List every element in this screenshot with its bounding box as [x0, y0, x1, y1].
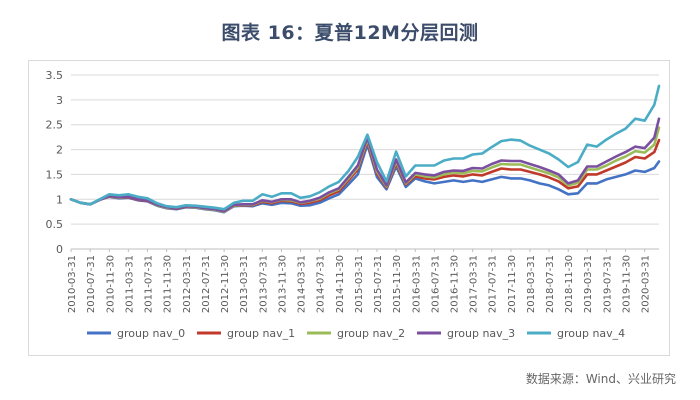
source-note: 数据来源：Wind、兴业研究: [525, 372, 676, 386]
x-tick-layer: 2010-03-31 2010-07-31 2010-11-30 2011-03-31…: [67, 249, 652, 313]
x-tick-label: 2013-03-31: [239, 255, 250, 313]
x-tick-label: 2014-07-31: [316, 255, 327, 313]
line-chart: 00.511.522.533.5 2010-03-31 2010-07-31 201…: [46, 69, 661, 340]
y-tick-label: 1.5: [46, 168, 64, 181]
grid-layer: [71, 74, 659, 225]
x-tick-label: 2017-07-31: [488, 255, 499, 313]
x-tick-label: 2018-07-31: [545, 255, 556, 313]
y-tick-label: 0: [56, 243, 63, 256]
x-tick-label: 2012-03-31: [182, 255, 193, 313]
legend-label-1: group nav_1: [227, 327, 295, 340]
x-tick-label: 2010-07-31: [86, 255, 97, 313]
legend-label-2: group nav_2: [337, 327, 405, 340]
x-tick-label: 2019-07-31: [602, 255, 613, 313]
x-tick-label: 2014-03-31: [296, 255, 307, 313]
y-tick-label: 0.5: [46, 218, 64, 231]
x-tick-label: 2015-07-31: [373, 255, 384, 313]
x-tick-label: 2010-03-31: [67, 255, 78, 313]
x-tick-label: 2019-11-30: [622, 255, 633, 313]
chart-frame: 0 0.5 1 1.5 2 2.5 3 3.5 2010-03-31 2010-07-31 201…: [28, 60, 670, 356]
series-line-1: [69, 138, 661, 213]
x-tick-label: 2011-07-31: [143, 255, 154, 313]
x-tick-label: 2018-11-30: [564, 255, 575, 313]
x-tick-label: 2011-11-30: [163, 255, 174, 313]
x-tick-label: 2020-03-31: [641, 255, 652, 313]
x-tick-label: 2014-11-30: [335, 255, 346, 313]
x-tick-label: 2015-11-30: [392, 255, 403, 313]
x-tick-label: 2012-07-31: [201, 255, 212, 313]
x-tick-label: 2019-03-31: [583, 255, 594, 313]
legend-label-0: group nav_0: [117, 327, 185, 340]
x-tick-label: 2013-11-30: [277, 255, 288, 313]
legend-label-4: group nav_4: [557, 327, 625, 340]
series-line-4: [69, 84, 661, 211]
series-layer: [69, 84, 661, 214]
x-tick-label: 2018-03-31: [526, 255, 537, 313]
y-tick-label: 3: [56, 94, 63, 107]
y-tick-label: 2.5: [46, 119, 64, 132]
legend-label-3: group nav_3: [447, 327, 515, 340]
x-tick-label: 2015-03-31: [354, 255, 365, 313]
x-tick-label: 2012-11-30: [220, 255, 231, 313]
y-tick-label: 3.5: [46, 69, 64, 82]
x-tick-label: 2017-03-31: [469, 255, 480, 313]
axis-layer: 0 0.5 1 1.5 2 2.5 3 3.5: [46, 69, 659, 256]
legend: group nav_0 group nav_1 group nav_2 group n…: [87, 327, 625, 340]
x-tick-label: 2010-11-30: [105, 255, 116, 313]
x-tick-label: 2013-07-31: [258, 255, 269, 313]
x-tick-label: 2016-11-30: [450, 255, 461, 313]
y-tick-label: 1: [56, 193, 63, 206]
x-tick-label: 2016-03-31: [411, 255, 422, 313]
y-tick-label: 2: [56, 144, 63, 157]
x-tick-label: 2017-11-30: [507, 255, 518, 313]
chart-title: 图表 16：夏普12M分层回测: [221, 22, 479, 44]
x-tick-label: 2011-03-31: [124, 255, 135, 313]
series-line-0: [69, 143, 661, 214]
x-tick-label: 2016-07-31: [430, 255, 441, 313]
